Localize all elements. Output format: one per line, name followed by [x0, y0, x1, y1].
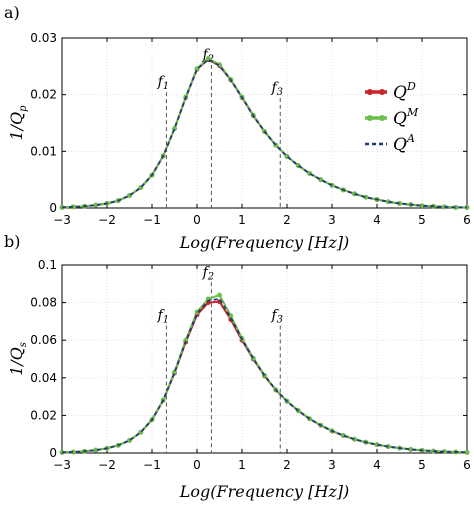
- x-tick-label: 5: [418, 213, 426, 227]
- legend-marker: [379, 115, 385, 121]
- frequency-label-f3: f3: [270, 308, 283, 326]
- grid: [61, 264, 468, 454]
- series-qa: [61, 297, 468, 454]
- legend-marker: [367, 89, 373, 95]
- x-tick-label: 1: [238, 213, 246, 227]
- y-tick-label: 0.1: [38, 258, 57, 272]
- axes-frame: [61, 37, 468, 209]
- legend-marker: [367, 115, 373, 121]
- data-point: [217, 292, 222, 298]
- frequency-label-f3: f3: [270, 80, 283, 98]
- x-tick-label: 3: [328, 458, 336, 472]
- series-line: [61, 58, 467, 209]
- series-line: [61, 297, 468, 454]
- data-point: [385, 199, 391, 205]
- x-axis-label: Log(Frequency [Hz]): [179, 482, 349, 501]
- panel-a: a) −3 −2 −1 0 1 2 3 4 5 6 0 0.01 0.02 0.03 Log(Frequenc…: [4, 3, 471, 252]
- y-tick-label: 0.02: [30, 88, 57, 102]
- data-point: [453, 205, 459, 210]
- y-tick-label: 0.02: [30, 408, 57, 422]
- x-tick-label: −1: [143, 458, 161, 472]
- data-point: [464, 450, 470, 455]
- y-tick-label: 0: [49, 446, 57, 460]
- series-qa: [61, 58, 467, 209]
- x-tick-label: −2: [98, 458, 116, 472]
- data-point: [442, 449, 447, 455]
- y-axis-label: 1/Qs: [7, 342, 29, 376]
- data-point: [93, 447, 99, 453]
- y-tick-label: 0.04: [30, 371, 57, 385]
- data-point: [419, 203, 425, 209]
- frequency-label-f1: f1: [157, 308, 170, 326]
- y-tick-label: 0.03: [30, 31, 57, 45]
- legend-label: QA: [393, 132, 415, 155]
- y-tick-label: 0.06: [30, 333, 57, 347]
- x-tick-label: 1: [238, 458, 246, 472]
- panel-label: a): [4, 3, 20, 22]
- legend-marker: [379, 89, 385, 95]
- data-point: [408, 447, 414, 452]
- axes-frame: [61, 264, 468, 454]
- x-tick-label: 2: [283, 458, 291, 472]
- y-tick-label: 0: [49, 201, 57, 215]
- x-tick-label: 4: [373, 213, 381, 227]
- x-tick-label: 6: [463, 213, 471, 227]
- x-tick-label: 4: [373, 458, 381, 472]
- data-point: [59, 205, 65, 210]
- data-point: [70, 449, 76, 455]
- panel-label: b): [4, 232, 20, 251]
- legend-label: QD: [393, 80, 416, 103]
- y-axis-label: 1/Qp: [7, 105, 29, 141]
- x-axis-label: Log(Frequency [Hz]): [179, 233, 349, 252]
- x-tick-label: 6: [463, 458, 471, 472]
- x-tick-label: −3: [53, 458, 71, 472]
- legend-label: QM: [393, 106, 419, 129]
- x-tick-label: −2: [98, 213, 116, 227]
- x-tick-label: −1: [143, 213, 161, 227]
- x-tick-label: 3: [328, 213, 336, 227]
- data-point: [70, 204, 76, 210]
- frequency-label-f2: f2: [202, 264, 215, 282]
- frequency-label-f1: f1: [157, 74, 170, 92]
- data-point: [93, 202, 99, 208]
- y-tick-label: 0.01: [30, 144, 57, 158]
- data-point: [205, 56, 211, 61]
- x-tick-label: 0: [193, 213, 201, 227]
- series-qm: [59, 292, 470, 455]
- panel-b: b) −3 −2 −1 0 1 2 3 4 5 6 0 0.02 0.04 0.06 0.08 0.1 Log(F…: [4, 232, 471, 501]
- x-tick-label: 5: [418, 458, 426, 472]
- data-point: [352, 436, 357, 442]
- x-tick-label: −3: [53, 213, 71, 227]
- x-tick-label: 0: [193, 458, 201, 472]
- legend: QD QM QA: [365, 80, 419, 155]
- x-tick-label: 2: [283, 213, 291, 227]
- y-tick-label: 0.08: [30, 296, 57, 310]
- data-point: [183, 337, 189, 343]
